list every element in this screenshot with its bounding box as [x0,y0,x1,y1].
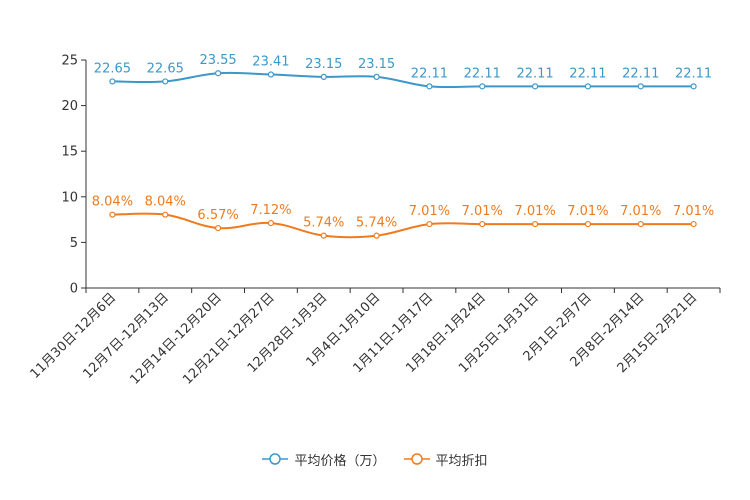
data-point[interactable] [267,71,275,78]
data-point[interactable] [479,83,486,90]
data-point[interactable] [426,220,433,228]
data-point[interactable] [373,73,380,80]
data-label: 7.01% [567,204,608,219]
data-point[interactable] [690,220,697,228]
data-label: 22.11 [411,66,448,81]
data-point[interactable] [479,220,486,228]
data-label: 22.65 [147,61,184,76]
data-label: 7.01% [462,204,503,219]
data-label: 5.74% [303,216,344,231]
series-line-0 [112,71,694,89]
data-point[interactable] [637,220,644,228]
data-label: 22.11 [569,66,606,81]
data-point[interactable] [162,211,169,218]
data-point[interactable] [584,83,592,90]
data-point[interactable] [426,83,433,90]
data-point[interactable] [109,78,116,85]
legend-item-price[interactable]: 平均价格（万） [262,450,386,469]
data-point[interactable] [320,73,327,80]
data-label: 7.01% [673,204,714,219]
x-tick-label: 12月21日-12月27日 [180,290,277,387]
data-label: 7.01% [620,204,661,219]
data-label: 23.55 [199,53,236,68]
data-point[interactable] [320,232,327,239]
data-point[interactable] [584,220,592,228]
x-tick-label: 11月30日-12月6日 [28,290,120,382]
legend-line-circle-icon [403,453,430,465]
data-label: 22.11 [516,66,553,81]
data-label: 7.12% [250,203,291,218]
data-label: 23.15 [305,57,342,72]
data-label: 8.04% [145,195,186,210]
data-point[interactable] [531,220,539,228]
data-point[interactable] [373,232,380,239]
y-tick-label: 25 [61,54,78,69]
data-point[interactable] [109,211,116,218]
y-tick-label: 5 [70,236,78,251]
data-point[interactable] [162,78,169,85]
data-label: 23.15 [358,57,395,72]
legend-line-circle-icon [262,453,289,465]
data-label: 22.11 [464,66,501,81]
data-point[interactable] [690,83,697,90]
y-tick-label: 15 [61,145,78,160]
data-label: 23.41 [252,55,289,70]
legend-label-price: 平均价格（万） [294,453,386,469]
data-label: 22.65 [94,61,131,76]
data-point[interactable] [214,224,222,232]
y-tick-label: 20 [61,99,78,114]
data-point[interactable] [637,83,644,90]
data-label: 22.11 [622,66,659,81]
data-point[interactable] [531,83,539,90]
data-label: 8.04% [92,195,133,210]
data-label: 7.01% [514,204,555,219]
legend-label-discount: 平均折扣 [435,453,488,469]
chart-legend: 平均价格（万） 平均折扣 [0,448,750,470]
data-label: 7.01% [409,204,450,219]
data-label: 5.74% [356,216,397,231]
series-line-1 [112,212,694,239]
data-point[interactable] [214,70,222,77]
data-label: 22.11 [675,66,712,81]
data-label: 6.57% [197,208,238,223]
x-tick-label: 12月14日-12月20日 [127,290,224,387]
y-tick-label: 0 [70,282,78,297]
y-tick-label: 10 [61,190,78,205]
data-point[interactable] [267,219,275,227]
legend-item-discount[interactable]: 平均折扣 [403,450,488,469]
